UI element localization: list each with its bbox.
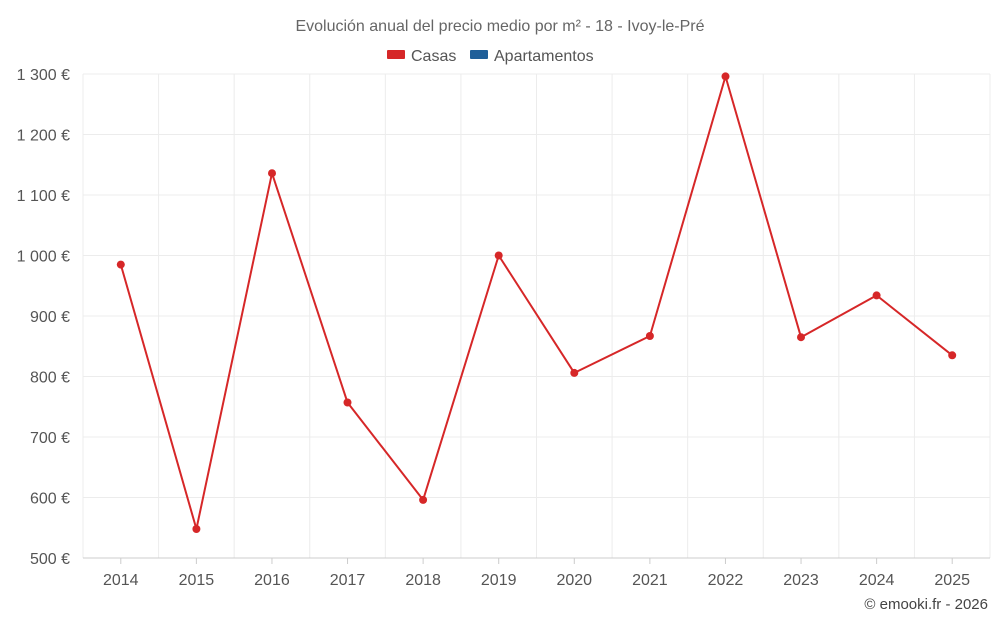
- x-tick-label: 2014: [103, 572, 139, 589]
- y-tick-label: 1 000 €: [17, 249, 70, 266]
- data-point[interactable]: [494, 251, 503, 260]
- y-tick-label: 1 200 €: [17, 128, 70, 145]
- y-tick-label: 1 300 €: [17, 67, 70, 84]
- data-point[interactable]: [268, 169, 276, 178]
- x-tick-label: 2023: [783, 572, 819, 589]
- x-tick-label: 2018: [405, 572, 441, 589]
- data-point[interactable]: [645, 332, 654, 340]
- data-point[interactable]: [419, 495, 428, 504]
- y-axis-ticks: 500 € 600 € 700 € 800 € 900 € 1 000 € 1 100 € 1…: [17, 67, 70, 568]
- data-point[interactable]: [116, 260, 125, 269]
- data-point[interactable]: [948, 351, 957, 360]
- chart-title: Evolución anual del precio medio por m² …: [295, 18, 704, 35]
- data-point[interactable]: [343, 398, 352, 407]
- data-point[interactable]: [570, 368, 579, 377]
- credit: © emooki.fr - 2026: [864, 596, 988, 613]
- legend-item-casas[interactable]: Casas: [387, 48, 456, 65]
- x-tick-label: 2016: [254, 572, 290, 589]
- y-tick-label: 500 €: [30, 551, 70, 568]
- x-axis-ticks: 2014 2015 2016 2017 2018 2019 2020 2021 2022 2023…: [103, 558, 970, 589]
- x-tick-label: 2025: [934, 572, 970, 589]
- x-tick-label: 2020: [556, 572, 592, 589]
- x-tick-label: 2022: [708, 572, 744, 589]
- data-point[interactable]: [721, 72, 730, 81]
- y-tick-label: 700 €: [30, 430, 70, 447]
- y-tick-label: 800 €: [30, 370, 70, 387]
- y-tick-label: 900 €: [30, 309, 70, 326]
- x-tick-label: 2019: [481, 572, 517, 589]
- x-tick-label: 2015: [179, 572, 215, 589]
- series-line-casas: [119, 75, 953, 530]
- legend-swatch-apartamentos: [470, 50, 488, 59]
- y-tick-label: 600 €: [30, 491, 70, 508]
- x-tick-label: 2024: [859, 572, 895, 589]
- data-point[interactable]: [797, 333, 805, 342]
- legend-item-apartamentos[interactable]: Apartamentos: [470, 48, 594, 65]
- legend-swatch-casas: [387, 50, 405, 59]
- legend-label-casas: Casas: [411, 48, 456, 65]
- legend: Casas Apartamentos: [387, 48, 594, 65]
- legend-label-apartamentos: Apartamentos: [494, 48, 594, 65]
- data-point[interactable]: [872, 291, 881, 300]
- data-point[interactable]: [192, 525, 201, 533]
- series-layer: [116, 72, 957, 533]
- x-tick-label: 2021: [632, 572, 668, 589]
- x-tick-label: 2017: [330, 572, 366, 589]
- y-tick-label: 1 100 €: [17, 188, 70, 205]
